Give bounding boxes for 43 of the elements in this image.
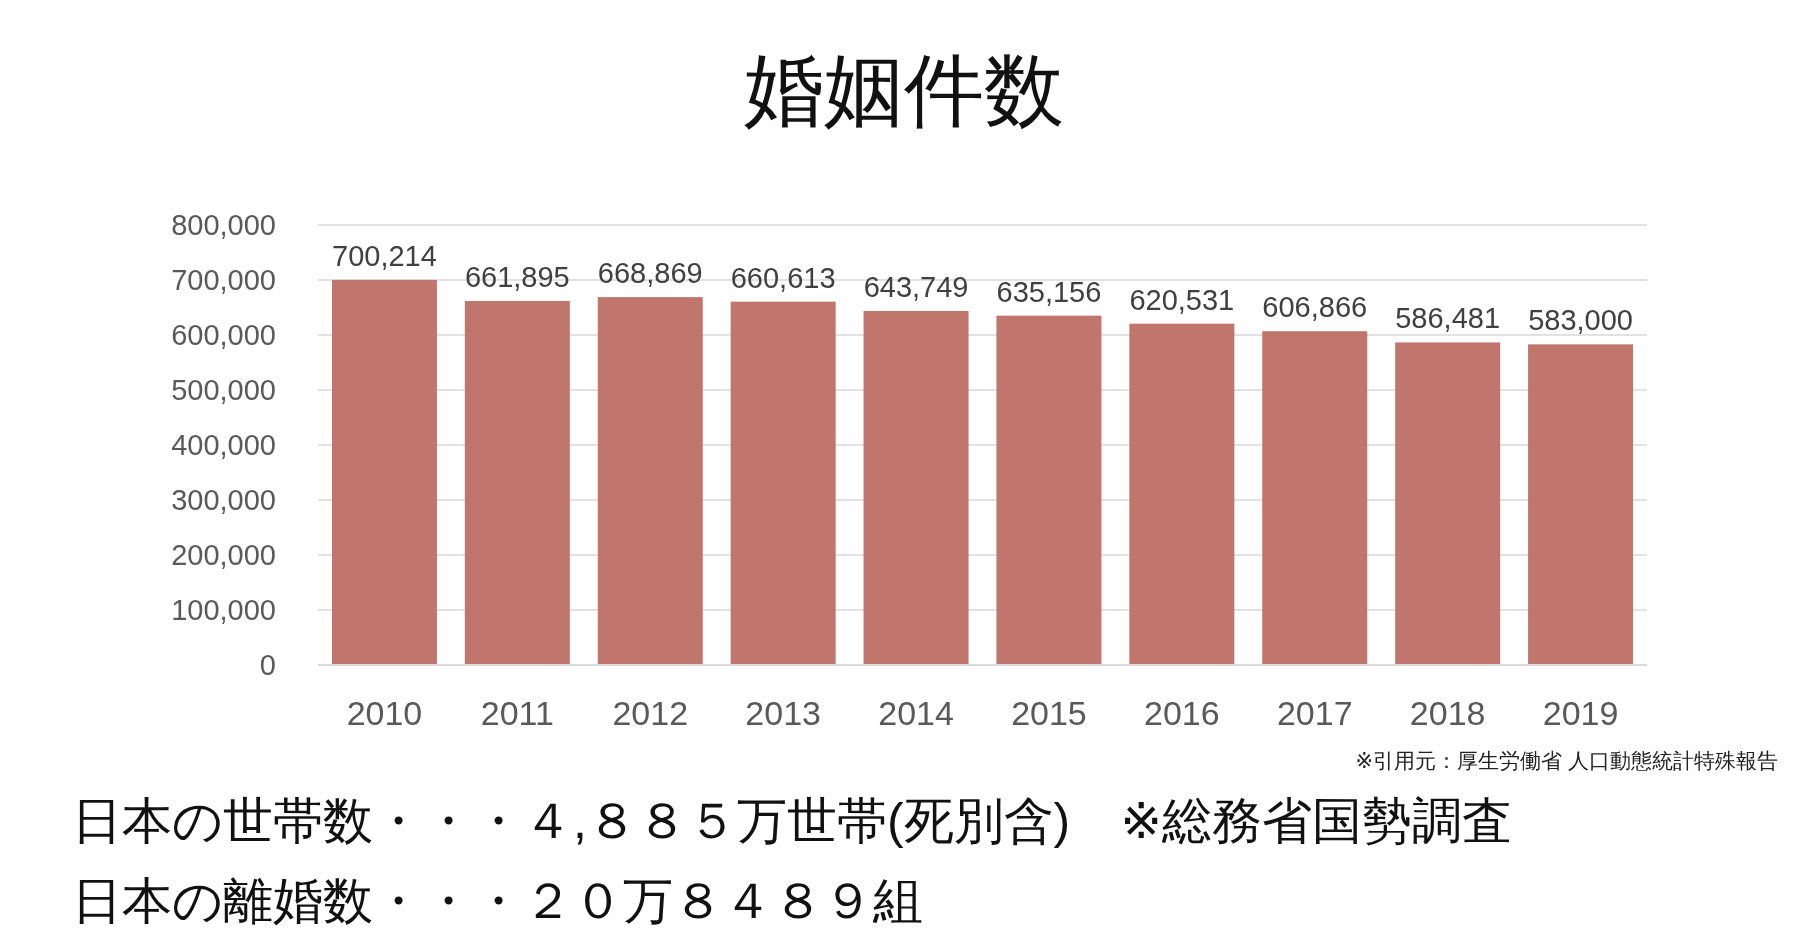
y-tick-label: 300,000: [171, 484, 276, 516]
x-tick-label: 2018: [1409, 694, 1486, 732]
bar: [863, 310, 969, 665]
bar: [730, 301, 836, 665]
bar: [1262, 331, 1368, 665]
y-tick-label: 800,000: [171, 209, 276, 241]
x-tick-label: 2013: [745, 694, 821, 732]
x-tick-label: 2016: [1144, 694, 1220, 732]
chart-title: 婚姻件数: [743, 46, 1064, 135]
y-tick-label: 700,000: [171, 264, 276, 296]
data-label: 660,613: [730, 261, 836, 294]
data-label: 668,869: [597, 257, 703, 290]
x-tick-label: 2014: [878, 694, 954, 732]
bar: [1129, 323, 1235, 665]
bar: [1528, 344, 1634, 665]
text: 日本の離婚数・・・２０万８４８９組: [72, 873, 923, 929]
y-tick-label: 0: [259, 649, 276, 681]
x-tick-label: 2017: [1276, 694, 1353, 732]
text: ※引用元：厚生労働省 人口動態統計特殊報告: [1355, 749, 1778, 772]
data-label: 583,000: [1528, 304, 1633, 337]
x-tick-label: 2012: [612, 694, 689, 732]
x-tick-label: 2019: [1542, 694, 1619, 732]
bar: [996, 315, 1102, 665]
x-tick-label: 2015: [1011, 694, 1087, 732]
data-label: 643,749: [863, 270, 969, 303]
data-label: 586,481: [1395, 302, 1501, 335]
bar: [597, 297, 703, 665]
x-tick-label: 2010: [346, 694, 423, 732]
y-tick-label: 200,000: [171, 539, 276, 571]
data-label: 620,531: [1129, 283, 1235, 316]
y-tick-label: 600,000: [171, 319, 276, 351]
bar: [464, 300, 570, 665]
y-tick-label: 400,000: [171, 429, 276, 461]
data-label: 606,866: [1262, 291, 1368, 324]
data-label: 700,214: [332, 239, 437, 272]
bar: [1395, 342, 1501, 665]
y-tick-label: 500,000: [171, 374, 276, 406]
data-label: 661,895: [464, 260, 570, 293]
bar: [331, 279, 437, 665]
text: 日本の世帯数・・・４,８８５万世帯(死別含) ※総務省国勢調査: [72, 793, 1513, 849]
x-tick-label: 2011: [480, 694, 554, 732]
data-label: 635,156: [996, 275, 1102, 308]
y-tick-label: 100,000: [171, 594, 276, 626]
